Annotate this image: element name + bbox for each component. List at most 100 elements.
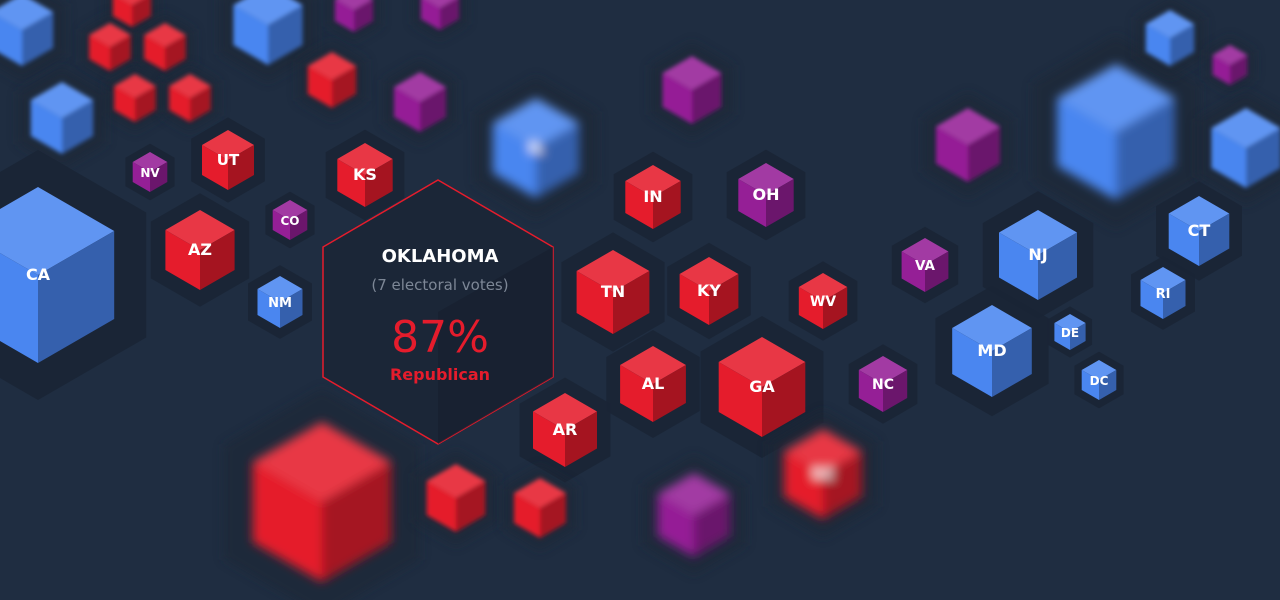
cube-right-face	[1070, 323, 1086, 350]
cube-top-face	[1054, 314, 1086, 332]
cube-left-face	[1145, 24, 1170, 66]
cube-right-face	[38, 231, 115, 363]
state-cube-blurred-11[interactable]	[394, 72, 446, 132]
cube-right-face	[150, 162, 168, 192]
state-cube-blurred-15[interactable]	[1057, 64, 1175, 200]
state-cube-ks[interactable]: KS	[337, 143, 393, 207]
cube-right-face	[1246, 128, 1280, 188]
state-cube-blurred-18[interactable]	[1211, 108, 1280, 188]
cube-left-face	[112, 0, 132, 27]
cube-right-face	[440, 0, 460, 30]
state-cube-il[interactable]: IL	[492, 98, 580, 198]
cube-left-face	[420, 0, 440, 30]
cube-right-face	[925, 251, 949, 292]
cube-right-face	[332, 66, 357, 108]
state-cube-blurred-44[interactable]	[514, 478, 566, 538]
cube-right-face	[992, 328, 1032, 397]
cube-top-face	[144, 23, 186, 47]
state-cube-blurred-16[interactable]	[1145, 10, 1195, 66]
state-cube-blurred-7[interactable]	[114, 74, 156, 122]
state-cube-blurred-42[interactable]	[252, 422, 392, 582]
cube-right-face	[1230, 55, 1248, 85]
state-cube-blurred-9[interactable]	[30, 82, 94, 154]
cube-left-face	[679, 274, 709, 325]
state-cube-ri[interactable]: RI	[1140, 267, 1186, 319]
state-cube-in[interactable]: IN	[625, 165, 681, 229]
cube-left-face	[337, 159, 365, 207]
cube-right-face	[190, 86, 211, 122]
state-cube-va[interactable]: VA	[901, 238, 949, 292]
cube-right-face	[1170, 24, 1195, 66]
state-cube-nj[interactable]: NJ	[999, 210, 1077, 300]
state-cube-ga[interactable]: GA	[718, 337, 806, 437]
state-cube-ut[interactable]: UT	[202, 130, 254, 190]
cube-left-face	[533, 411, 565, 467]
state-cube-nm[interactable]: NM	[257, 276, 303, 328]
cube-left-face	[1054, 323, 1070, 350]
state-cube-nv[interactable]: NV	[132, 152, 168, 192]
cube-left-face	[625, 181, 653, 229]
state-cube-tn[interactable]: TN	[576, 250, 650, 334]
state-cube-wv[interactable]: WV	[798, 273, 848, 329]
state-cube-blurred-10[interactable]	[307, 52, 357, 108]
cube-right-face	[762, 362, 806, 437]
tooltip-hexagon-shade	[438, 247, 553, 444]
cube-left-face	[334, 0, 354, 32]
state-cube-blurred-17[interactable]	[1212, 45, 1248, 85]
cube-left-face	[936, 126, 968, 182]
cube-top-face	[132, 152, 168, 172]
state-cube-blurred-12[interactable]	[662, 56, 722, 124]
cube-left-face	[30, 100, 62, 154]
state-cube-blurred-45[interactable]	[657, 473, 731, 557]
state-cube-de[interactable]: DE	[1054, 314, 1086, 350]
cube-right-face	[62, 100, 94, 154]
state-cube-blurred-5[interactable]	[89, 23, 131, 71]
cube-top-face	[426, 464, 486, 498]
state-cube-blurred-43[interactable]	[426, 464, 486, 532]
cube-right-face	[565, 411, 597, 467]
state-cube-blurred-8[interactable]	[169, 74, 211, 122]
state-label: RI	[1156, 287, 1171, 302]
cube-left-face	[784, 451, 823, 519]
cube-top-face	[336, 0, 372, 10]
state-cube-md[interactable]: MD	[952, 305, 1032, 397]
state-label: WV	[810, 294, 836, 310]
state-cube-blurred-14[interactable]	[936, 108, 1000, 182]
state-cube-co[interactable]: CO	[272, 200, 308, 240]
cube-left-face	[858, 370, 883, 412]
state-cube-ar[interactable]: AR	[533, 393, 597, 467]
cube-left-face	[657, 494, 694, 557]
state-cube-al[interactable]: AL	[620, 346, 686, 422]
state-cube-blurred-4[interactable]	[420, 0, 460, 30]
state-cube-blurred-3[interactable]	[334, 0, 374, 32]
state-label: UT	[217, 151, 240, 169]
state-cube-blurred-2[interactable]	[233, 0, 303, 65]
cube-left-face	[165, 230, 200, 290]
state-cube-sc[interactable]: SC	[784, 429, 862, 519]
state-cube-blurred-6[interactable]	[144, 23, 186, 71]
cube-left-face	[662, 73, 692, 124]
cube-right-face	[200, 230, 235, 290]
cube-left-face	[738, 179, 766, 227]
state-label: IN	[643, 187, 662, 206]
state-cube-dc[interactable]: DC	[1081, 360, 1117, 400]
state-label: KY	[697, 281, 721, 300]
state-label: CT	[1188, 221, 1211, 240]
state-label: DE	[1061, 326, 1079, 340]
state-cube-ct[interactable]: CT	[1168, 196, 1230, 266]
cube-right-face	[536, 123, 580, 198]
cube-left-face	[798, 287, 823, 329]
cube-right-face	[456, 481, 486, 532]
state-cube-blurred-0[interactable]	[0, 0, 54, 66]
cube-top-face	[0, 187, 115, 275]
cube-left-face	[1140, 280, 1163, 319]
state-cube-az[interactable]: AZ	[165, 210, 235, 290]
state-cube-blurred-1[interactable]	[112, 0, 152, 27]
state-cube-ca[interactable]: CA	[0, 187, 115, 363]
cube-right-face	[1038, 232, 1077, 300]
state-cube-nc[interactable]: NC	[858, 356, 908, 412]
state-cube-oh[interactable]: OH	[738, 163, 794, 227]
state-cube-ky[interactable]: KY	[679, 257, 739, 325]
cube-right-face	[613, 271, 650, 334]
